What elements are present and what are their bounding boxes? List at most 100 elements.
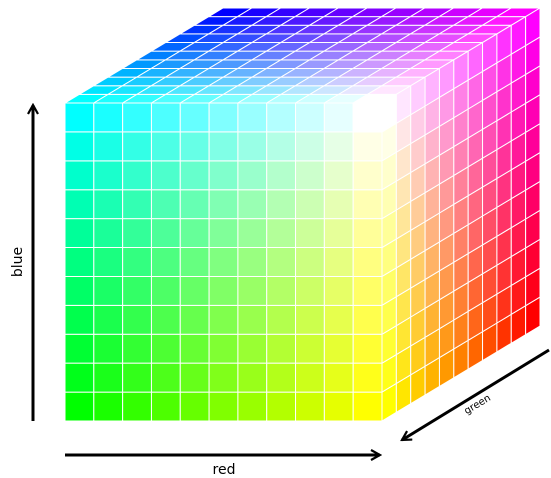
front-cell	[93, 102, 124, 133]
front-cell	[64, 218, 95, 249]
front-cell	[122, 275, 152, 306]
front-cell	[323, 218, 354, 249]
front-cell	[352, 391, 383, 422]
front-cell	[122, 131, 152, 162]
front-cell	[237, 362, 268, 393]
front-cell	[208, 247, 239, 277]
front-cell	[179, 333, 210, 364]
front-cell	[179, 391, 210, 422]
front-cell	[150, 275, 181, 306]
front-cell	[64, 333, 95, 364]
front-cell	[237, 333, 268, 364]
front-cell	[323, 102, 354, 133]
front-cell	[208, 304, 239, 335]
front-cell	[122, 102, 152, 133]
front-cell	[93, 304, 124, 335]
front-cell	[237, 391, 268, 422]
front-cell	[295, 160, 325, 191]
front-cell	[122, 391, 152, 422]
front-cell	[323, 131, 354, 162]
front-cell	[295, 333, 325, 364]
front-cell	[179, 362, 210, 393]
front-cell	[352, 333, 383, 364]
front-cell	[64, 102, 95, 133]
front-cell	[352, 247, 383, 277]
front-cell	[122, 362, 152, 393]
side-cell	[525, 7, 541, 47]
front-cell	[64, 391, 95, 422]
front-cell	[150, 333, 181, 364]
front-cell	[64, 160, 95, 191]
front-cell	[208, 218, 239, 249]
front-cell	[352, 160, 383, 191]
front-cell	[64, 131, 95, 162]
front-cell	[237, 218, 268, 249]
front-cell	[208, 275, 239, 306]
front-cell	[208, 391, 239, 422]
front-cell	[179, 304, 210, 335]
front-cell	[295, 247, 325, 277]
front-cell	[295, 275, 325, 306]
front-cell	[93, 275, 124, 306]
front-cell	[150, 247, 181, 277]
green-arrow	[402, 348, 550, 442]
front-cell	[295, 189, 325, 220]
front-cell	[266, 102, 297, 133]
front-cell	[323, 333, 354, 364]
front-cell	[295, 304, 325, 335]
front-cell	[64, 275, 95, 306]
front-cell	[352, 218, 383, 249]
front-cell	[266, 131, 297, 162]
front-cell	[179, 275, 210, 306]
front-cell	[266, 247, 297, 277]
front-cell	[295, 218, 325, 249]
front-cell	[93, 247, 124, 277]
front-cell	[64, 304, 95, 335]
front-cell	[150, 391, 181, 422]
front-cell	[295, 391, 325, 422]
front-cell	[122, 247, 152, 277]
blue-label: blue	[10, 247, 26, 277]
cube	[63, 7, 542, 422]
front-cell	[179, 189, 210, 220]
front-cell	[237, 102, 268, 133]
front-cell	[179, 160, 210, 191]
front-cell	[93, 218, 124, 249]
front-cell	[93, 362, 124, 393]
front-cell	[150, 304, 181, 335]
front-cell	[179, 102, 210, 133]
front-cell	[266, 333, 297, 364]
front-cell	[237, 131, 268, 162]
front-cell	[237, 304, 268, 335]
front-cell	[208, 131, 239, 162]
front-cell	[122, 160, 152, 191]
front-cell	[266, 391, 297, 422]
front-cell	[323, 362, 354, 393]
front-cell	[295, 102, 325, 133]
front-cell	[150, 189, 181, 220]
red-label: red	[213, 462, 236, 478]
front-cell	[208, 189, 239, 220]
front-cell	[352, 131, 383, 162]
front-cell	[93, 391, 124, 422]
front-cell	[179, 131, 210, 162]
front-cell	[266, 160, 297, 191]
front-cell	[237, 247, 268, 277]
front-cell	[150, 102, 181, 133]
front-cell	[237, 189, 268, 220]
front-cell	[295, 131, 325, 162]
front-cell	[64, 247, 95, 277]
front-cell	[93, 333, 124, 364]
front-cell	[150, 218, 181, 249]
front-cell	[122, 304, 152, 335]
front-cell	[64, 362, 95, 393]
front-cell	[208, 160, 239, 191]
front-cell	[208, 102, 239, 133]
front-cell	[323, 247, 354, 277]
front-cell	[323, 189, 354, 220]
front-cell	[352, 304, 383, 335]
front-cell	[352, 362, 383, 393]
front-cell	[150, 160, 181, 191]
green-label: green	[462, 393, 492, 417]
front-cell	[352, 275, 383, 306]
